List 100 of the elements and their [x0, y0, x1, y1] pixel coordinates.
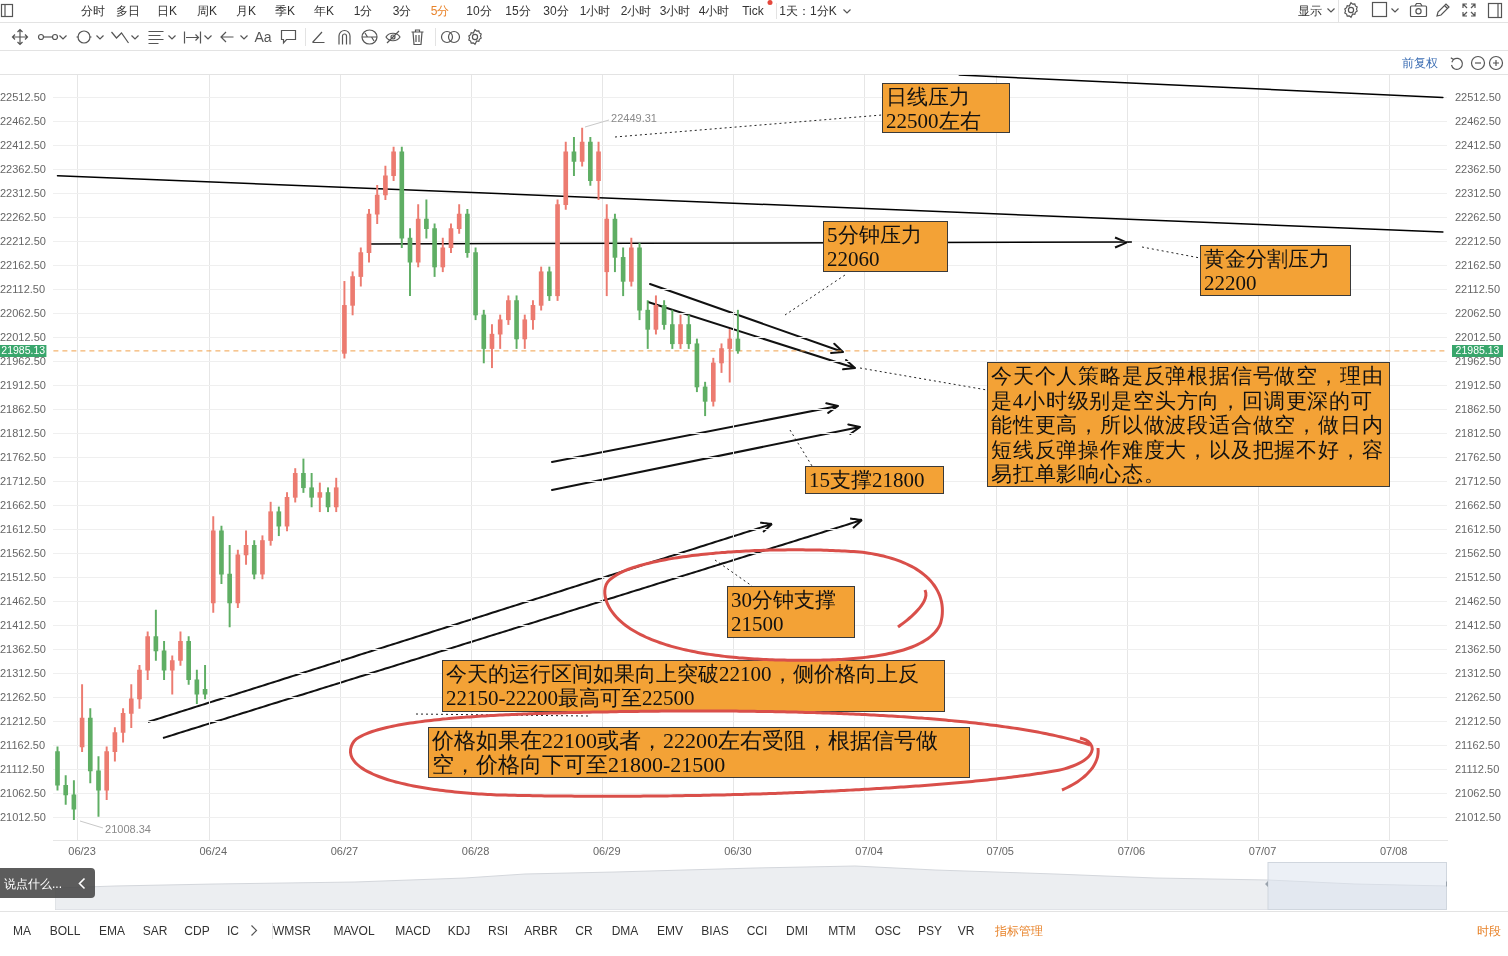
text: DMI [786, 924, 808, 938]
annotation: 价格如果在22100或者，22200左右受阻，根据信号做空，价格向下可至21800-21500 [428, 727, 970, 778]
y2-tick-label: 21812.50 [1455, 426, 1501, 439]
y2-tick-label: 22112.50 [1455, 282, 1501, 295]
y2-tick-label: 22512.50 [1455, 90, 1501, 103]
text: 2小时 [620, 4, 652, 18]
y2-tick-label: 22212.50 [1455, 234, 1501, 247]
y-tick-label: 22212.50 [0, 234, 46, 247]
y2-tick-label: 21762.50 [1455, 450, 1501, 463]
annotation: 30分钟支撑21500 [727, 586, 855, 638]
text: RSI [487, 924, 509, 938]
y-tick-label: 21062.50 [0, 786, 46, 799]
y-tick-label: 22112.50 [0, 282, 46, 295]
text: MTM [828, 924, 856, 938]
y2-tick-label: 22462.50 [1455, 114, 1501, 127]
y-tick-label: 21712.50 [0, 474, 46, 487]
x-tick-label: 07/04 [855, 844, 883, 857]
text: KDJ [447, 924, 471, 938]
text: CDP [184, 924, 210, 938]
x-tick-label: 06/28 [461, 844, 490, 857]
x-tick-label: 07/08 [1379, 844, 1408, 857]
text: 周K [196, 4, 218, 18]
text: BOLL [49, 924, 81, 938]
y-tick-label: 22312.50 [0, 186, 46, 199]
annotation: 15支撑21800 [805, 466, 944, 494]
y2-tick-label: 22162.50 [1455, 258, 1501, 271]
x-tick-label: 06/24 [199, 844, 228, 857]
text: WMSR [273, 924, 311, 938]
text: 10分 [466, 4, 492, 18]
y2-tick-label: 21512.50 [1455, 570, 1501, 583]
text: 说点什么... [3, 877, 63, 891]
y-tick-label: 21612.50 [0, 522, 46, 535]
y2-tick-label: 21562.50 [1455, 546, 1501, 559]
annotation: 今天个人策略是反弹根据信号做空，理由是4小时级别是空头方向，回调更深的可能性更高，所以做波段适合做空，做日内短线反弹操作难度大，以及把握不好，容易扛单影响心态。 [987, 362, 1390, 487]
x-tick-label: 07/07 [1248, 844, 1277, 857]
text: MA [13, 924, 31, 938]
text: CCI [746, 924, 768, 938]
text: EMA [98, 924, 126, 938]
y-tick-label: 21862.50 [0, 402, 46, 415]
y2-tick-label: 22262.50 [1455, 210, 1501, 223]
text: 3分 [392, 4, 412, 18]
y-tick-label: 21112.50 [0, 762, 45, 775]
y-tick-label: 21562.50 [0, 546, 46, 559]
x-tick-label: 07/06 [1117, 844, 1146, 857]
text: 月K [235, 4, 257, 18]
y-tick-label: 22012.50 [0, 330, 46, 343]
x-tick-label: 07/05 [986, 844, 1014, 857]
y-tick-label: 21162.50 [0, 738, 46, 751]
text: VR [957, 924, 975, 938]
y2-tick-label: 21212.50 [1455, 714, 1501, 727]
text: 季K [274, 4, 296, 18]
text: DMA [611, 924, 639, 938]
text: 指标管理 [995, 924, 1043, 938]
y2-tick-label: 22412.50 [1455, 138, 1501, 151]
text: SAR [142, 924, 168, 938]
y-tick-label: 22362.50 [0, 162, 46, 175]
y2-tick-label: 21612.50 [1455, 522, 1501, 535]
annotation: 22449.31 [611, 111, 657, 125]
y-tick-label: 22512.50 [0, 90, 46, 103]
text: 前复权 [1402, 56, 1438, 70]
text: 显示 [1298, 4, 1322, 18]
text: OSC [874, 924, 902, 938]
text: 21985.13 [1455, 344, 1500, 357]
text: ARBR [524, 924, 558, 938]
annotation: 黄金分割压力22200 [1200, 245, 1351, 296]
text: Aa [254, 29, 272, 45]
y-tick-label: 21012.50 [0, 810, 46, 823]
annotation: 5分钟压力22060 [823, 221, 948, 272]
y-tick-label: 21912.50 [0, 378, 46, 391]
text: 3小时 [659, 4, 691, 18]
text: MACD [395, 924, 431, 938]
text: EMV [656, 924, 684, 938]
text: PSY [917, 924, 943, 938]
y2-tick-label: 21412.50 [1455, 618, 1501, 631]
y2-tick-label: 22012.50 [1455, 330, 1501, 343]
y-tick-label: 22412.50 [0, 138, 46, 151]
text: 年K [313, 4, 335, 18]
y2-tick-label: 21062.50 [1455, 786, 1501, 799]
y2-tick-label: 21112.50 [1455, 762, 1500, 775]
y-tick-label: 21462.50 [0, 594, 46, 607]
text: CR [575, 924, 593, 938]
y2-tick-label: 22312.50 [1455, 186, 1501, 199]
y-tick-label: 21962.50 [0, 354, 46, 367]
y2-tick-label: 22062.50 [1455, 306, 1501, 319]
y2-tick-label: 21862.50 [1455, 402, 1501, 415]
text: 日K [156, 4, 178, 18]
y2-tick-label: 21662.50 [1455, 498, 1501, 511]
y2-tick-label: 21362.50 [1455, 642, 1501, 655]
ref-line-label: 21985.13 [1, 344, 46, 357]
y-tick-label: 21512.50 [0, 570, 46, 583]
text: 时段 [1477, 924, 1501, 938]
y-tick-label: 22262.50 [0, 210, 46, 223]
y2-tick-label: 21912.50 [1455, 378, 1501, 391]
y2-tick-label: 21462.50 [1455, 594, 1501, 607]
text: 多日 [116, 4, 140, 18]
y-tick-label: 21812.50 [0, 426, 46, 439]
y-tick-label: 21312.50 [0, 666, 46, 679]
annotation: 21008.34 [105, 822, 151, 836]
text: 1天：1分K [779, 4, 837, 18]
y-tick-label: 22462.50 [0, 114, 46, 127]
